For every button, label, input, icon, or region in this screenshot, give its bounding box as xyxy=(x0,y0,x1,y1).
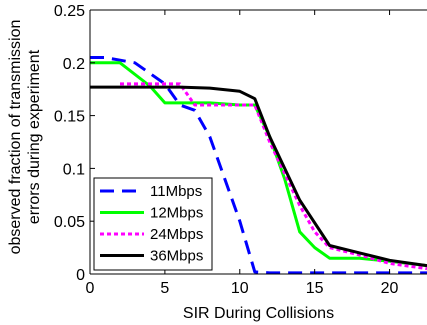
legend-label-12mbps: 12Mbps xyxy=(150,205,203,222)
series-line-24mbps xyxy=(120,82,427,271)
legend: 11Mbps 12Mbps 24Mbps 36Mbps xyxy=(93,177,213,271)
y-tick-label: 0.15 xyxy=(54,109,85,126)
y-tick-label: 0.1 xyxy=(63,161,85,178)
x-tick-label: 10 xyxy=(231,280,249,297)
legend-label-24mbps: 24Mbps xyxy=(150,226,203,243)
x-axis-label: SIR During Collisions xyxy=(183,305,334,322)
series-line-36mbps xyxy=(90,85,427,268)
y-axis-label-line-2: errors during experiment xyxy=(26,49,43,224)
legend-label-11mbps: 11Mbps xyxy=(150,183,202,200)
y-axis-label-line-1: observed fraction of transmission xyxy=(7,20,24,255)
axes: 0 5 10 15 20 0 0.05 0.1 0.15 0.2 0.25 SIR During Co… xyxy=(7,3,427,322)
x-tick-label: 20 xyxy=(381,280,399,297)
y-tick-label: 0.05 xyxy=(54,214,85,231)
legend-label-36mbps: 36Mbps xyxy=(150,248,203,265)
series-line-11mbps xyxy=(90,56,427,275)
x-tick-label: 15 xyxy=(306,280,324,297)
plot-area xyxy=(90,56,427,275)
series-line-12mbps xyxy=(90,61,427,268)
x-tick-label: 0 xyxy=(86,280,95,297)
x-tick-label: 5 xyxy=(160,280,169,297)
y-tick-label: 0.25 xyxy=(54,3,85,20)
y-tick-label: 0 xyxy=(76,267,85,284)
y-tick-label: 0.2 xyxy=(63,56,85,73)
